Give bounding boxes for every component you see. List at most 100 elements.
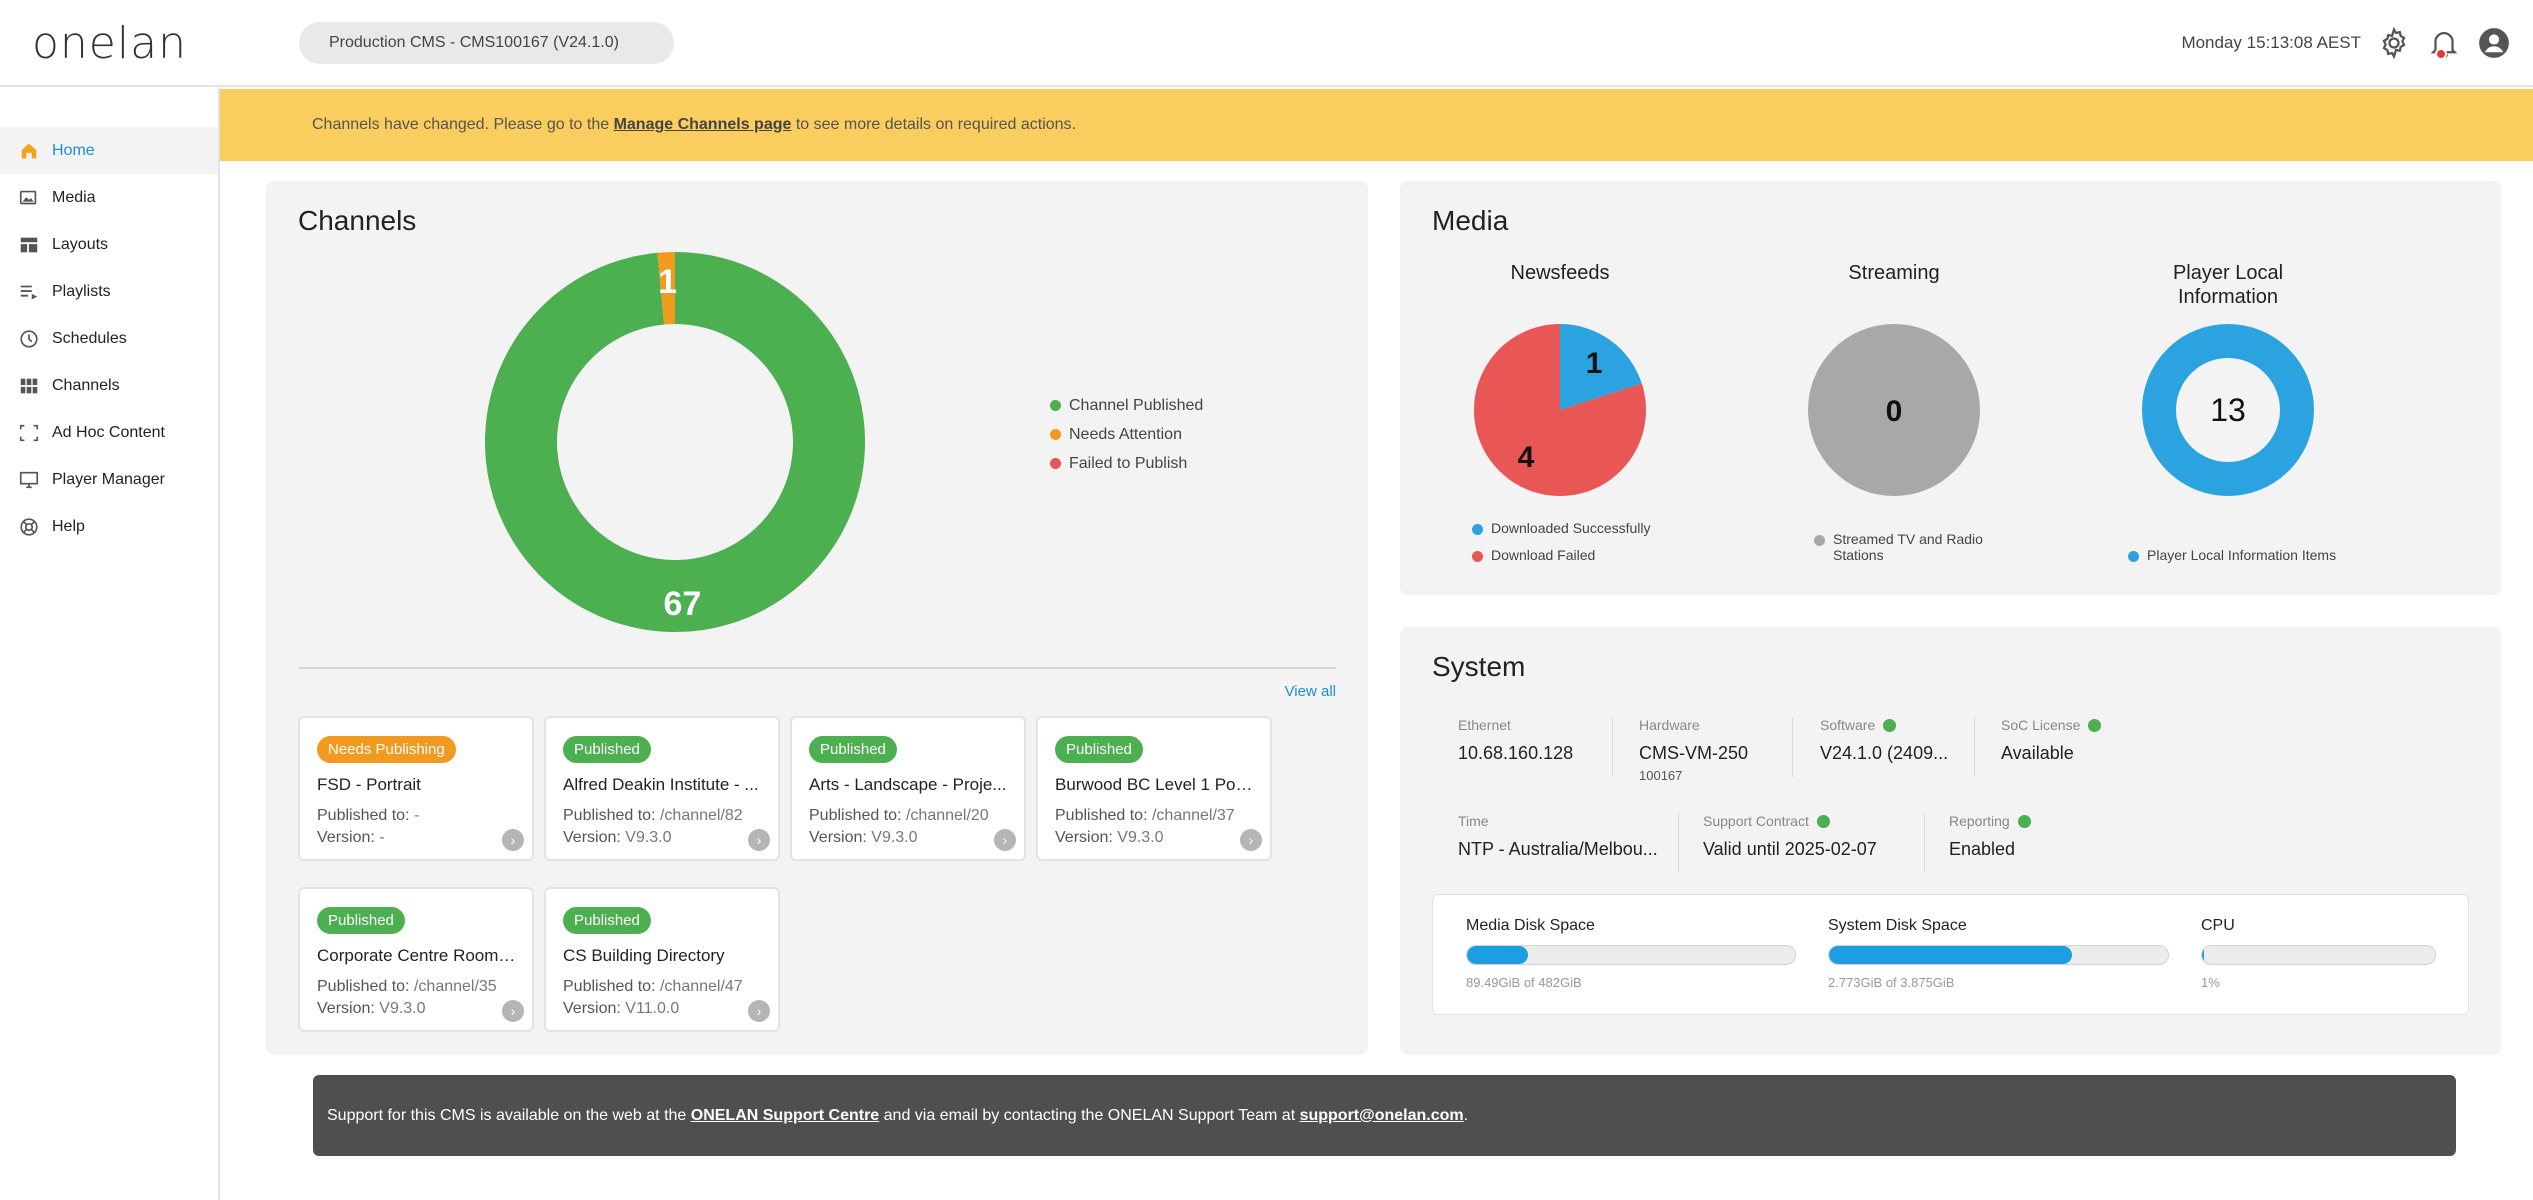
- bell-icon[interactable]: [2427, 26, 2461, 60]
- lifebuoy-icon: [20, 517, 38, 536]
- system-disk-label: System Disk Space: [1828, 917, 1967, 934]
- ethernet-label: Ethernet: [1458, 717, 1608, 733]
- data-label: 13: [2210, 392, 2246, 428]
- channel-name: Corporate Centre Room ...: [317, 946, 517, 965]
- onelan-logo[interactable]: onelan: [32, 18, 187, 69]
- support-centre-link[interactable]: ONELAN Support Centre: [690, 1107, 880, 1124]
- status-badge: Published: [1055, 736, 1143, 763]
- support-contract-value: Valid until 2025-02-07: [1703, 839, 1877, 859]
- legend-item-downloaded: Downloaded Successfully: [1472, 520, 1651, 547]
- legend-dot-attention: [1050, 429, 1061, 440]
- channels-changed-banner: Channels have changed. Please go to the …: [220, 89, 2533, 161]
- player-local-title: Player Local Information: [2172, 262, 2284, 308]
- sidebar-item-home[interactable]: Home: [0, 127, 218, 174]
- support-footer: Support for this CMS is available on the…: [313, 1075, 2456, 1156]
- top-bar: onelan Production CMS - CMS100167 (V24.1…: [0, 0, 2533, 87]
- version-value: V9.3.0: [379, 1000, 426, 1017]
- system-card: System Ethernet 10.68.160.128 Hardware C…: [1400, 627, 2501, 1055]
- legend-item-streamed: Streamed TV and Radio Stations: [1814, 531, 2004, 563]
- software-value: V24.1.0 (2409...: [1820, 743, 1949, 763]
- media-disk-label: Media Disk Space: [1466, 917, 1595, 934]
- logo-text: onelan: [32, 18, 187, 69]
- view-all-link[interactable]: View all: [1284, 683, 1336, 700]
- chevron-right-icon[interactable]: ›: [748, 1000, 770, 1022]
- sidebar-item-channels[interactable]: Channels: [0, 362, 218, 409]
- legend-item-needs-attention: Needs Attention: [1050, 420, 1203, 449]
- hardware-serial: 100167: [1639, 768, 1683, 783]
- environment-label: Production CMS - CMS100167 (V24.1.0): [329, 34, 619, 51]
- channels-donut-chart: 67 1: [485, 252, 865, 632]
- chevron-right-icon[interactable]: ›: [748, 829, 770, 851]
- system-disk-meter: System Disk Space 2.773GiB of 3.875GiB: [1828, 917, 2169, 990]
- newsfeeds-section: Newsfeeds: [1415, 261, 1705, 315]
- published-to: -: [413, 807, 420, 824]
- cpu-fill: [2202, 946, 2205, 964]
- data-label-channel-published: 67: [664, 585, 702, 623]
- published-to: /channel/20: [905, 807, 989, 824]
- separator: [1924, 813, 1925, 873]
- channel-tile[interactable]: Published Burwood BC Level 1 Port... Pub…: [1036, 716, 1272, 861]
- channel-tile[interactable]: Published Corporate Centre Room ... Publ…: [298, 887, 534, 1032]
- manage-channels-link[interactable]: Manage Channels page: [613, 116, 792, 133]
- time-value: NTP - Australia/Melbou...: [1458, 839, 1658, 859]
- hardware-label: Hardware: [1639, 717, 1789, 733]
- environment-selector[interactable]: Production CMS - CMS100167 (V24.1.0): [299, 22, 674, 64]
- sidebar-item-label: Playlists: [52, 282, 111, 300]
- streaming-pie-chart[interactable]: 0: [1806, 322, 1982, 498]
- published-label: Published to:: [317, 978, 410, 995]
- chevron-right-icon[interactable]: ›: [994, 829, 1016, 851]
- chevron-right-icon[interactable]: ›: [502, 829, 524, 851]
- support-email-link[interactable]: support@onelan.com: [1299, 1107, 1464, 1124]
- support-label-text: Support Contract: [1703, 813, 1809, 829]
- channel-tile[interactable]: Published Arts - Landscape - Proje... Pu…: [790, 716, 1026, 861]
- hardware-cell: Hardware CMS-VM-250 100167: [1639, 717, 1789, 783]
- sidebar-item-player-manager[interactable]: Player Manager: [0, 456, 218, 503]
- sidebar-item-playlists[interactable]: Playlists: [0, 268, 218, 315]
- sidebar-item-media[interactable]: Media: [0, 174, 218, 221]
- newsfeeds-title: Newsfeeds: [1510, 262, 1610, 284]
- legend-item-channel-published: Channel Published: [1050, 391, 1203, 420]
- channels-divider: [298, 667, 1336, 669]
- software-status-dot: [1883, 718, 1897, 732]
- chevron-right-icon[interactable]: ›: [502, 1000, 524, 1022]
- published-to: /channel/82: [659, 807, 743, 824]
- gear-icon[interactable]: [2377, 26, 2411, 60]
- sidebar-item-help[interactable]: Help: [0, 503, 218, 550]
- published-to: /channel/35: [413, 978, 497, 995]
- sidebar-item-ad-hoc-content[interactable]: Ad Hoc Content: [0, 409, 218, 456]
- separator: [1612, 717, 1613, 777]
- support-status-dot: [1816, 814, 1830, 828]
- legend-dot-downloaded: [1472, 524, 1483, 535]
- version-value: V9.3.0: [625, 829, 672, 846]
- legend-item-player-local: Player Local Information Items: [2128, 547, 2336, 574]
- published-label: Published to:: [317, 807, 410, 824]
- channel-tile[interactable]: Published Alfred Deakin Institute - ... …: [544, 716, 780, 861]
- version-label: Version:: [563, 829, 621, 846]
- media-disk-meter: Media Disk Space 89.49GiB of 482GiB: [1466, 917, 1796, 990]
- channel-tile[interactable]: Needs Publishing FSD - Portrait Publishe…: [298, 716, 534, 861]
- sidebar-item-layouts[interactable]: Layouts: [0, 221, 218, 268]
- sidebar-item-label: Schedules: [52, 329, 127, 347]
- sidebar-item-label: Channels: [52, 376, 120, 394]
- newsfeeds-pie-chart[interactable]: 14: [1472, 322, 1648, 498]
- support-contract-label: Support Contract: [1703, 813, 1923, 829]
- published-label: Published to:: [563, 978, 656, 995]
- chevron-right-icon[interactable]: ›: [1240, 829, 1262, 851]
- media-icon: [19, 190, 37, 204]
- soc-status-dot: [2088, 718, 2102, 732]
- sidebar-item-schedules[interactable]: Schedules: [0, 315, 218, 362]
- legend-dot-published: [1050, 400, 1061, 411]
- channels-card: Channels 67 1 Channel Published Needs Att…: [266, 181, 1368, 1055]
- channel-name: FSD - Portrait: [317, 775, 421, 794]
- legend-item-failed-to-publish: Failed to Publish: [1050, 449, 1203, 478]
- reporting-label-text: Reporting: [1949, 813, 2010, 829]
- channel-tile[interactable]: Published CS Building Directory Publishe…: [544, 887, 780, 1032]
- clock: Monday 15:13:08 AEST: [2181, 33, 2361, 52]
- player-local-donut-chart[interactable]: 13: [2140, 322, 2316, 498]
- user-account-icon[interactable]: [2477, 26, 2511, 60]
- home-icon: [21, 143, 37, 158]
- media-disk-text: 89.49GiB of 482GiB: [1466, 975, 1582, 990]
- ethernet-value: 10.68.160.128: [1458, 743, 1574, 763]
- notification-badge: [2435, 48, 2447, 60]
- legend-label: Player Local Information Items: [2147, 547, 2337, 563]
